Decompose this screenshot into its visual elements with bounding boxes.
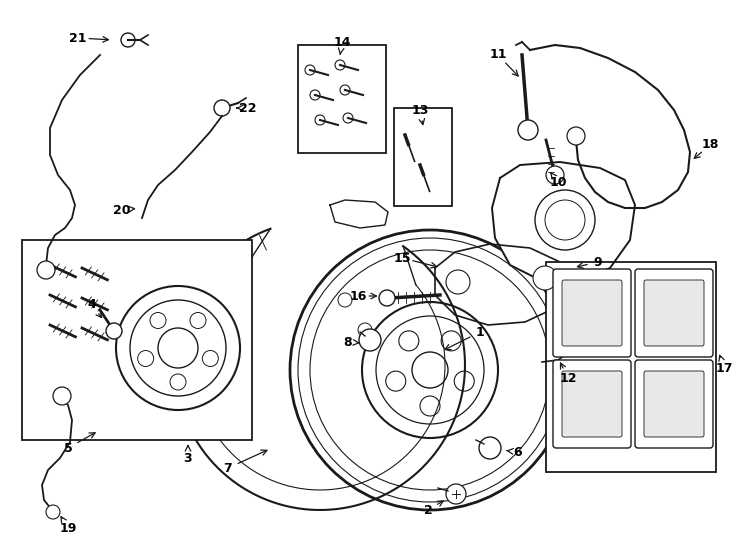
Text: 21: 21 xyxy=(69,31,87,44)
Circle shape xyxy=(158,328,198,368)
Circle shape xyxy=(290,230,570,510)
Text: 6: 6 xyxy=(514,446,523,458)
Circle shape xyxy=(130,300,226,396)
Text: 12: 12 xyxy=(559,372,577,384)
Circle shape xyxy=(214,100,230,116)
Circle shape xyxy=(116,286,240,410)
Circle shape xyxy=(150,313,166,328)
Circle shape xyxy=(546,166,564,184)
Circle shape xyxy=(446,270,470,294)
Circle shape xyxy=(310,250,550,490)
Circle shape xyxy=(376,316,484,424)
Circle shape xyxy=(335,60,345,70)
Circle shape xyxy=(533,266,557,290)
Circle shape xyxy=(518,120,538,140)
Circle shape xyxy=(340,85,350,95)
Circle shape xyxy=(305,65,315,75)
Circle shape xyxy=(343,113,353,123)
Circle shape xyxy=(359,329,381,351)
Text: 1: 1 xyxy=(476,326,484,339)
Circle shape xyxy=(441,331,461,351)
Circle shape xyxy=(46,505,60,519)
Circle shape xyxy=(362,302,498,438)
Circle shape xyxy=(567,127,585,145)
Text: 7: 7 xyxy=(224,462,233,475)
Text: 15: 15 xyxy=(393,252,411,265)
Text: 11: 11 xyxy=(490,49,506,62)
Circle shape xyxy=(535,190,595,250)
FancyBboxPatch shape xyxy=(553,269,631,357)
Circle shape xyxy=(203,350,218,367)
Circle shape xyxy=(298,238,562,502)
Text: 16: 16 xyxy=(349,289,367,302)
Text: 19: 19 xyxy=(59,522,76,535)
Circle shape xyxy=(420,396,440,416)
Circle shape xyxy=(310,90,320,100)
Text: 20: 20 xyxy=(113,204,131,217)
Circle shape xyxy=(446,484,466,504)
Circle shape xyxy=(379,290,395,306)
Circle shape xyxy=(338,293,352,307)
Text: 4: 4 xyxy=(87,299,96,312)
Text: 22: 22 xyxy=(239,102,257,114)
Text: 9: 9 xyxy=(594,255,603,268)
Circle shape xyxy=(545,200,585,240)
Circle shape xyxy=(315,115,325,125)
Circle shape xyxy=(454,371,474,391)
Circle shape xyxy=(190,313,206,328)
FancyBboxPatch shape xyxy=(644,280,704,346)
Circle shape xyxy=(386,371,406,391)
FancyBboxPatch shape xyxy=(635,269,713,357)
Circle shape xyxy=(412,352,448,388)
Circle shape xyxy=(170,374,186,390)
Text: 8: 8 xyxy=(344,335,352,348)
Polygon shape xyxy=(435,244,570,325)
FancyBboxPatch shape xyxy=(635,360,713,448)
Polygon shape xyxy=(492,162,635,282)
FancyBboxPatch shape xyxy=(562,280,622,346)
Text: 10: 10 xyxy=(549,176,567,188)
Text: 13: 13 xyxy=(411,104,429,117)
Bar xyxy=(298,45,386,153)
FancyBboxPatch shape xyxy=(644,371,704,437)
Text: 5: 5 xyxy=(64,442,73,455)
FancyBboxPatch shape xyxy=(562,371,622,437)
Circle shape xyxy=(358,323,372,337)
Circle shape xyxy=(399,331,419,351)
Text: 18: 18 xyxy=(701,138,719,152)
Text: 2: 2 xyxy=(424,503,432,516)
Text: 17: 17 xyxy=(715,361,733,375)
Circle shape xyxy=(106,323,122,339)
FancyBboxPatch shape xyxy=(553,360,631,448)
Circle shape xyxy=(479,437,501,459)
Circle shape xyxy=(121,33,135,47)
Text: 14: 14 xyxy=(333,37,351,50)
Bar xyxy=(22,240,252,440)
Bar xyxy=(546,262,716,472)
Circle shape xyxy=(53,387,71,405)
Circle shape xyxy=(138,350,153,367)
Bar xyxy=(394,108,452,206)
Circle shape xyxy=(37,261,55,279)
Text: 3: 3 xyxy=(184,451,192,464)
